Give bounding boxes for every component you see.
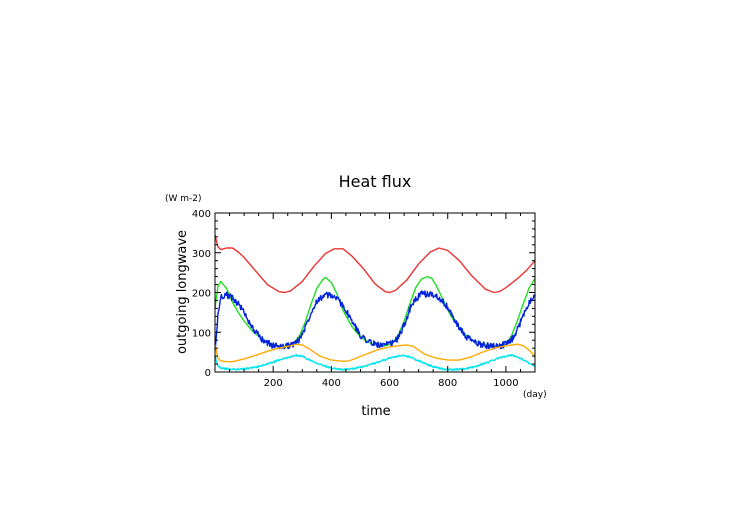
- series-line-2: [214, 275, 536, 348]
- x-tick-label: 400: [322, 378, 341, 389]
- y-tick-label: 0: [205, 368, 211, 379]
- x-tick-label: 1000: [493, 378, 518, 389]
- x-tick-label: 800: [438, 378, 457, 389]
- series-layer: [214, 234, 536, 371]
- y-tick-label: 300: [192, 249, 211, 260]
- chart-title: Heat flux: [339, 172, 412, 191]
- series-line-4: [214, 343, 536, 363]
- series-line-5: [214, 354, 536, 371]
- x-tick-label: 600: [380, 378, 399, 389]
- x-axis-unit: (day): [523, 390, 547, 400]
- series-line-1: [214, 234, 536, 294]
- y-tick-label: 400: [192, 209, 211, 220]
- y-tick-label: 100: [192, 328, 211, 339]
- y-axis-unit: (W m-2): [165, 194, 202, 204]
- y-axis-label: outgoing longwave: [175, 230, 190, 354]
- y-tick-label: 200: [192, 289, 211, 300]
- x-axis-label: time: [361, 404, 390, 419]
- x-tick-label: 200: [264, 378, 283, 389]
- series-line-3: [214, 290, 536, 351]
- plot-frame: [214, 212, 536, 373]
- axis-layer: 0 100 200 300 400 200 400 600 800 1000: [192, 209, 535, 389]
